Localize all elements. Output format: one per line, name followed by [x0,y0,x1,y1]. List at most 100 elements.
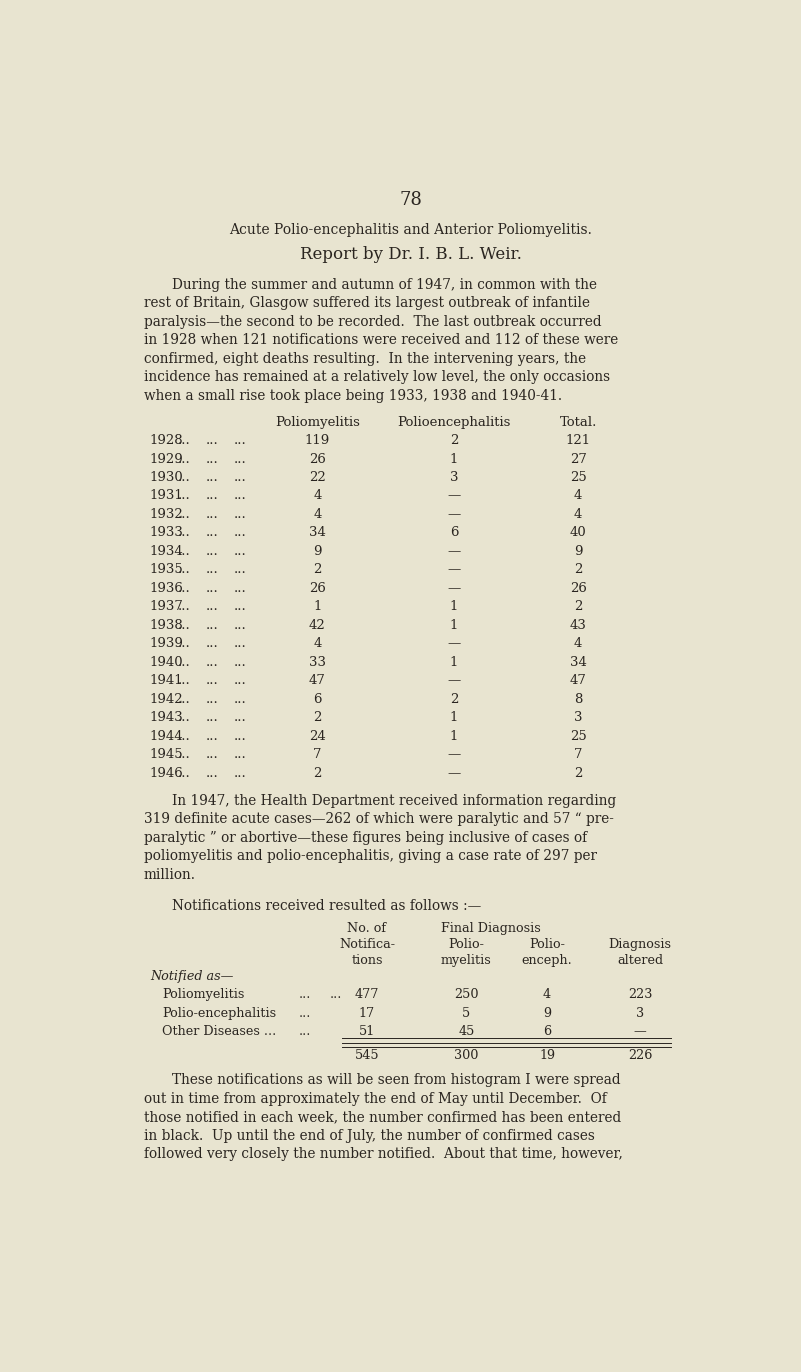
Text: —: — [447,564,461,576]
Text: —: — [634,1025,646,1039]
Text: 7: 7 [313,748,322,761]
Text: tions: tions [352,954,383,967]
Text: 4: 4 [313,638,321,650]
Text: 7: 7 [574,748,582,761]
Text: ...: ... [233,619,246,632]
Text: ...: ... [178,471,191,484]
Text: 1: 1 [450,711,458,724]
Text: ...: ... [233,490,246,502]
Text: ...: ... [233,471,246,484]
Text: 34: 34 [309,527,326,539]
Text: ...: ... [206,601,218,613]
Text: ...: ... [206,508,218,521]
Text: rest of Britain, Glasgow suffered its largest outbreak of infantile: rest of Britain, Glasgow suffered its la… [143,296,590,310]
Text: incidence has remained at a relatively low level, the only occasions: incidence has remained at a relatively l… [143,370,610,384]
Text: 1: 1 [450,619,458,632]
Text: ...: ... [206,767,218,779]
Text: 223: 223 [628,988,652,1002]
Text: 9: 9 [313,545,322,558]
Text: 27: 27 [570,453,586,465]
Text: ...: ... [233,453,246,465]
Text: out in time from approximately the end of May until December.  Of: out in time from approximately the end o… [143,1092,606,1106]
Text: 47: 47 [309,675,326,687]
Text: in black.  Up until the end of July, the number of confirmed cases: in black. Up until the end of July, the … [143,1129,594,1143]
Text: 1931: 1931 [150,490,183,502]
Text: 1945: 1945 [150,748,183,761]
Text: 6: 6 [449,527,458,539]
Text: 1: 1 [450,656,458,670]
Text: followed very closely the number notified.  About that time, however,: followed very closely the number notifie… [143,1147,622,1161]
Text: ...: ... [299,988,311,1002]
Text: 26: 26 [309,582,326,595]
Text: No. of: No. of [348,922,387,936]
Text: 1928: 1928 [150,434,183,447]
Text: 45: 45 [458,1025,474,1039]
Text: 26: 26 [570,582,586,595]
Text: when a small rise took place being 1933, 1938 and 1940-41.: when a small rise took place being 1933,… [143,388,562,402]
Text: 4: 4 [574,508,582,521]
Text: ...: ... [233,748,246,761]
Text: ...: ... [206,582,218,595]
Text: Acute Polio-encephalitis and Anterior Poliomyelitis.: Acute Polio-encephalitis and Anterior Po… [229,222,592,237]
Text: —: — [447,675,461,687]
Text: 300: 300 [454,1048,478,1062]
Text: ...: ... [206,453,218,465]
Text: 8: 8 [574,693,582,705]
Text: 1941: 1941 [150,675,183,687]
Text: ...: ... [206,490,218,502]
Text: ...: ... [233,564,246,576]
Text: ...: ... [178,527,191,539]
Text: ...: ... [178,693,191,705]
Text: paralysis—the second to be recorded.  The last outbreak occurred: paralysis—the second to be recorded. The… [143,314,602,329]
Text: 545: 545 [355,1048,380,1062]
Text: —: — [447,638,461,650]
Text: —: — [447,508,461,521]
Text: 26: 26 [309,453,326,465]
Text: ...: ... [206,471,218,484]
Text: 6: 6 [543,1025,551,1039]
Text: ...: ... [206,748,218,761]
Text: 1932: 1932 [150,508,183,521]
Text: 2: 2 [313,711,321,724]
Text: ...: ... [206,711,218,724]
Text: ...: ... [178,601,191,613]
Text: ...: ... [299,1025,311,1039]
Text: 78: 78 [399,191,422,209]
Text: ...: ... [206,619,218,632]
Text: 1938: 1938 [150,619,183,632]
Text: ...: ... [233,638,246,650]
Text: 4: 4 [313,508,321,521]
Text: ...: ... [178,508,191,521]
Text: 2: 2 [313,564,321,576]
Text: 477: 477 [355,988,379,1002]
Text: 1934: 1934 [150,545,183,558]
Text: Notifications received resulted as follows :—: Notifications received resulted as follo… [171,899,481,912]
Text: ...: ... [178,545,191,558]
Text: ...: ... [233,582,246,595]
Text: ...: ... [206,638,218,650]
Text: 1940: 1940 [150,656,183,670]
Text: 2: 2 [450,434,458,447]
Text: 1946: 1946 [150,767,183,779]
Text: 1: 1 [450,601,458,613]
Text: 1939: 1939 [150,638,183,650]
Text: ...: ... [233,434,246,447]
Text: 4: 4 [574,638,582,650]
Text: myelitis: myelitis [441,954,492,967]
Text: ...: ... [233,693,246,705]
Text: 2: 2 [450,693,458,705]
Text: In 1947, the Health Department received information regarding: In 1947, the Health Department received … [171,794,616,808]
Text: 3: 3 [449,471,458,484]
Text: 5: 5 [462,1007,470,1019]
Text: 22: 22 [309,471,326,484]
Text: 226: 226 [628,1048,652,1062]
Text: 4: 4 [313,490,321,502]
Text: 17: 17 [359,1007,375,1019]
Text: ...: ... [206,693,218,705]
Text: ...: ... [206,564,218,576]
Text: 47: 47 [570,675,586,687]
Text: 1: 1 [450,730,458,742]
Text: —: — [447,490,461,502]
Text: enceph.: enceph. [521,954,573,967]
Text: paralytic ” or abortive—these figures being inclusive of cases of: paralytic ” or abortive—these figures be… [143,830,586,845]
